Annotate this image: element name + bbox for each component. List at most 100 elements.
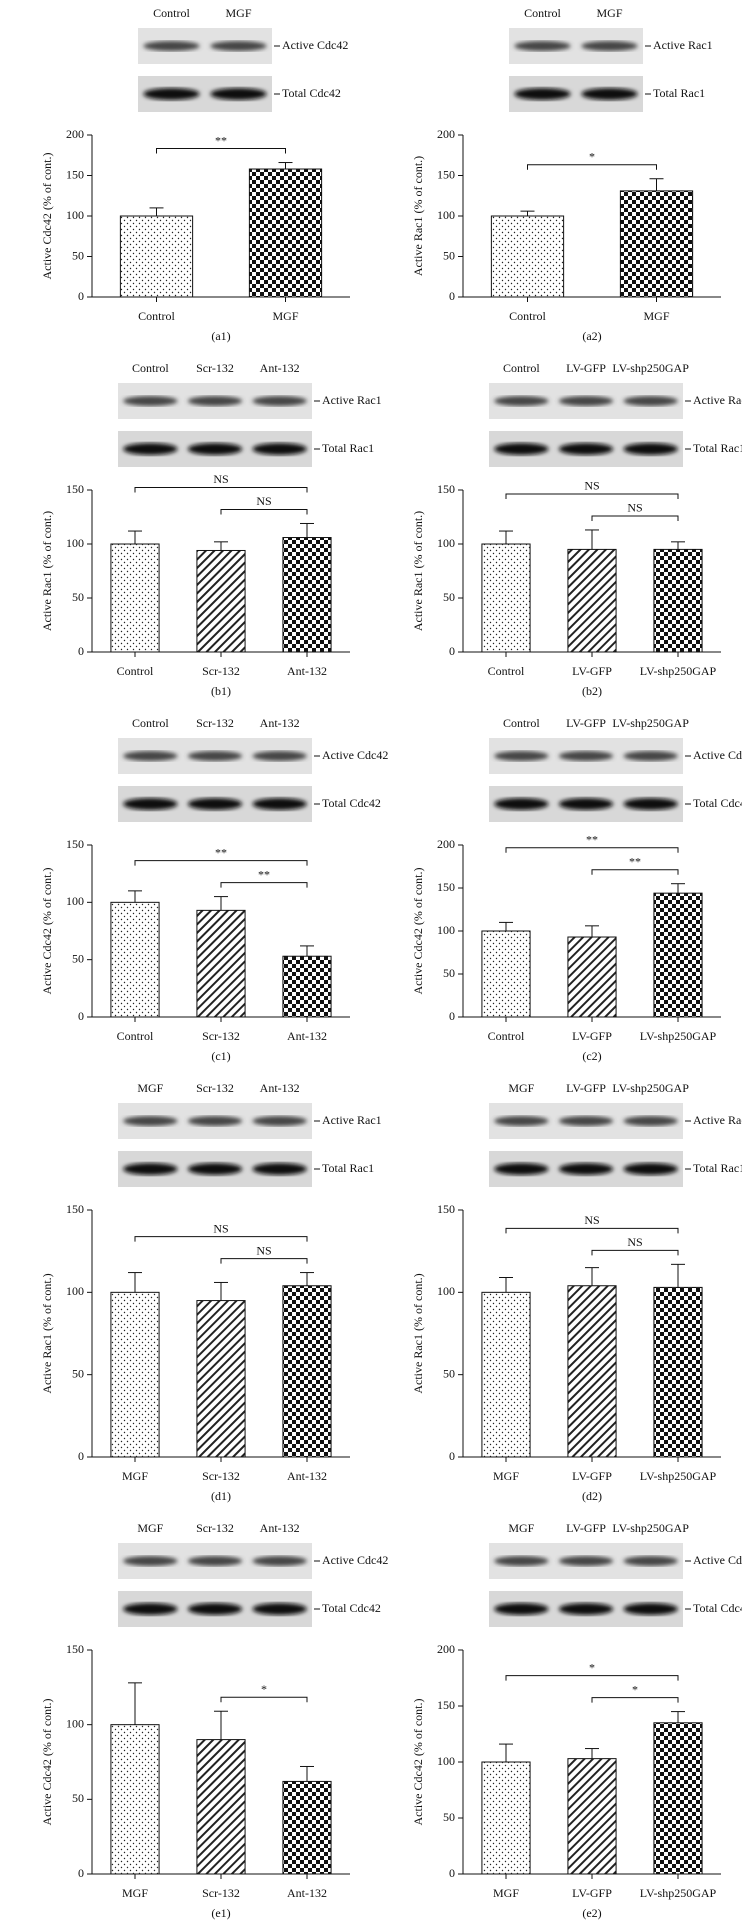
panel-caption: (b1) (211, 684, 231, 698)
band-label: Active Cdc42 (282, 38, 348, 52)
bar (481, 930, 531, 1018)
lane-label: Scr-132 (196, 1521, 234, 1535)
lane-label: Control (153, 6, 190, 20)
y-tick-label: 0 (449, 1009, 455, 1023)
x-tick-label: Control (509, 309, 546, 323)
lane-label: Ant-132 (260, 1081, 300, 1095)
blot-band (558, 1556, 614, 1566)
significance-label: NS (584, 479, 599, 493)
blot-band (581, 41, 638, 51)
significance-label: * (589, 149, 595, 163)
significance-bracket (220, 882, 308, 888)
lane-label: Scr-132 (196, 716, 234, 730)
x-tick-label: MGF (122, 1886, 148, 1900)
significance-label: ** (258, 867, 270, 881)
significance-bracket (591, 869, 679, 875)
bar (567, 1758, 617, 1875)
blot-band (558, 798, 614, 810)
blot-band (123, 443, 178, 455)
significance-label: NS (627, 1235, 642, 1249)
y-tick-label: 150 (437, 1202, 455, 1216)
bar (567, 936, 617, 1018)
lane-label: LV-GFP (566, 1081, 606, 1095)
y-axis-label: Active Cdc42 (% of cont.) (40, 1699, 54, 1826)
significance-label: ** (629, 854, 641, 868)
significance-bracket (505, 493, 679, 499)
x-tick-label: LV-shp250GAP (640, 1886, 717, 1900)
bar (490, 215, 565, 298)
band-label: Total Cdc42 (282, 86, 341, 100)
y-tick-label: 50 (72, 1791, 84, 1805)
blot-band (623, 1163, 678, 1175)
blot-band (558, 396, 614, 406)
lane-label: Control (132, 716, 169, 730)
x-tick-label: LV-shp250GAP (640, 664, 717, 678)
lane-label: LV-shp250GAP (612, 361, 689, 375)
lane-label: MGF (508, 1521, 534, 1535)
lane-label: MGF (137, 1081, 163, 1095)
blot-band (187, 1556, 243, 1566)
y-tick-label: 150 (66, 1642, 84, 1656)
lane-label: Ant-132 (260, 716, 300, 730)
blot-band (558, 1116, 614, 1126)
bar (481, 543, 531, 653)
blot-band (252, 443, 307, 455)
significance-bracket (134, 486, 308, 493)
blot-band (623, 396, 678, 406)
x-tick-label: Control (488, 664, 525, 678)
band-label: Active Cdc42 (693, 748, 742, 762)
blot-band (623, 751, 678, 761)
blot-band (623, 1116, 678, 1126)
blot-band (210, 41, 267, 51)
significance-bracket (156, 148, 286, 154)
blot-band (252, 1603, 307, 1615)
y-tick-label: 150 (437, 167, 455, 181)
blot-band (187, 443, 243, 455)
x-tick-label: LV-GFP (572, 1029, 612, 1043)
bar (196, 1300, 246, 1458)
significance-label: * (632, 1682, 638, 1696)
y-axis-label: Active Cdc42 (% of cont.) (40, 868, 54, 995)
blot-band (123, 798, 178, 810)
y-tick-label: 50 (72, 590, 84, 604)
bar (110, 543, 160, 653)
panel-caption: (e1) (211, 1906, 230, 1920)
blot-band (494, 1603, 549, 1615)
y-tick-label: 150 (66, 482, 84, 496)
y-axis-label: Active Cdc42 (% of cont.) (411, 868, 425, 995)
bar (196, 1739, 246, 1875)
x-tick-label: Ant-132 (287, 1469, 327, 1483)
blot-band (187, 1116, 243, 1126)
significance-bracket (220, 1696, 308, 1703)
lane-label: Control (524, 6, 561, 20)
y-tick-label: 100 (66, 894, 84, 908)
y-tick-label: 50 (443, 248, 455, 262)
x-tick-label: LV-shp250GAP (640, 1029, 717, 1043)
significance-bracket (220, 1258, 308, 1264)
significance-bracket (134, 860, 308, 866)
blot-band (187, 1163, 243, 1175)
y-tick-label: 0 (449, 1866, 455, 1880)
panel-caption: (d2) (582, 1489, 602, 1503)
bar (196, 909, 246, 1018)
blot-band (623, 798, 678, 810)
bar (282, 955, 332, 1018)
y-tick-label: 50 (72, 951, 84, 965)
bar (110, 1291, 160, 1458)
blot-band (143, 88, 200, 100)
lane-label: LV-GFP (566, 1521, 606, 1535)
blot-band (623, 443, 678, 455)
lane-label: MGF (508, 1081, 534, 1095)
panel-caption: (a1) (211, 329, 230, 343)
significance-label: * (261, 1682, 267, 1696)
blot-band (623, 1603, 678, 1615)
lane-label: MGF (596, 6, 622, 20)
y-tick-label: 200 (437, 127, 455, 141)
x-tick-label: Ant-132 (287, 664, 327, 678)
x-tick-label: Scr-132 (202, 1029, 240, 1043)
blot-band (623, 1556, 678, 1566)
x-tick-label: LV-GFP (572, 1469, 612, 1483)
significance-label: NS (256, 494, 271, 508)
x-tick-label: LV-GFP (572, 664, 612, 678)
